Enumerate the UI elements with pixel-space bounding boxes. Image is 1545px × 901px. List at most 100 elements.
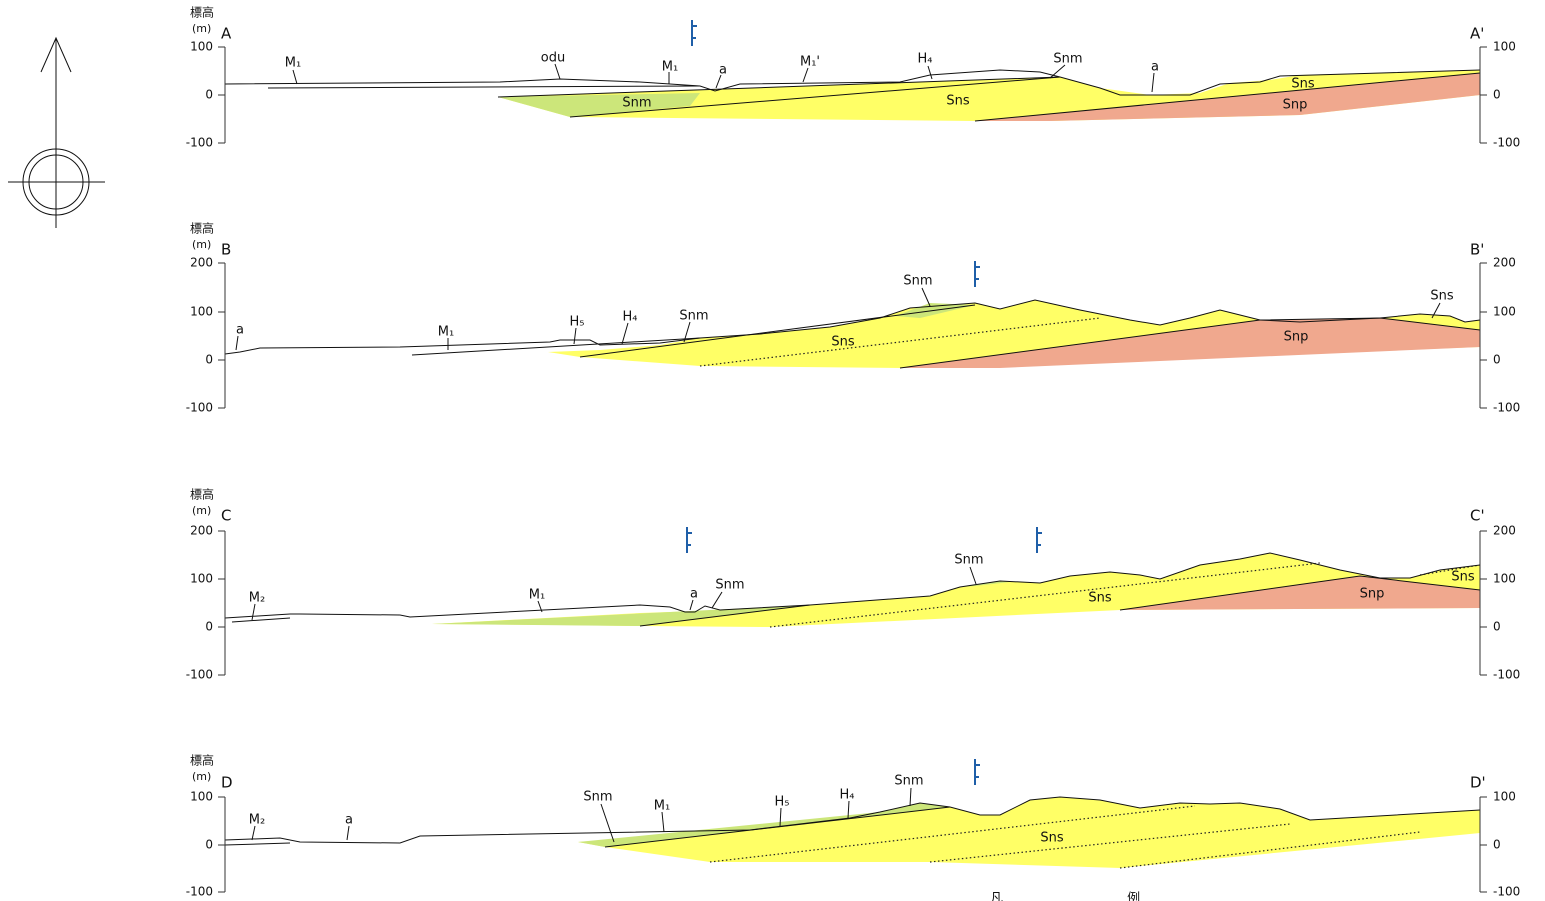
left-tick-label: 0 xyxy=(205,88,213,102)
right-tick-label: 0 xyxy=(1493,353,1501,367)
unit-name: M₁ xyxy=(438,325,454,340)
unit-name: Snm xyxy=(894,774,923,789)
leader-line xyxy=(601,804,614,842)
left-tick-label: -100 xyxy=(186,401,213,415)
leader-line xyxy=(910,788,911,806)
leader-line xyxy=(803,68,808,82)
unit-name: M₁' xyxy=(800,55,820,70)
legend-title: 凡 例 xyxy=(990,892,1200,901)
unit-label: (m) xyxy=(192,22,211,35)
unit-name: M₂ xyxy=(249,813,265,828)
survey-markers xyxy=(687,20,1042,785)
leader-line xyxy=(555,64,560,79)
leader-line xyxy=(293,70,297,84)
unit-label: (m) xyxy=(192,770,211,783)
unit-name: Snm xyxy=(903,274,932,289)
cross-sections: 凡 例 標高 (m) A A' 100 0 -100 100 0 -100 M₁ odu M₁ a M₁' H… xyxy=(0,0,1545,901)
unit-name: H₄ xyxy=(840,788,855,803)
unit-name: Sns xyxy=(831,335,854,350)
unit-name: H₄ xyxy=(918,52,933,67)
unit-name: Snp xyxy=(1283,98,1308,113)
right-tick-label: 100 xyxy=(1493,572,1516,586)
unit-name: Snm xyxy=(1053,52,1082,67)
unit-name: a xyxy=(719,63,727,78)
unit-name: Snm xyxy=(622,96,651,111)
leader-line xyxy=(922,288,930,306)
elevation-label: 標高 xyxy=(190,487,214,502)
leader-line xyxy=(347,826,349,840)
left-tick-label: 0 xyxy=(205,838,213,852)
unit-name: a xyxy=(690,587,698,602)
section-end: D' xyxy=(1470,774,1486,792)
leader-line xyxy=(236,336,238,350)
unit-name: odu xyxy=(541,51,565,66)
north-arrow xyxy=(8,38,105,228)
left-tick-label: 100 xyxy=(190,790,213,804)
section-start: B xyxy=(221,241,231,259)
left-tick-label: -100 xyxy=(186,136,213,150)
unit-name: H₄ xyxy=(623,310,638,325)
left-tick-label: -100 xyxy=(186,668,213,682)
unit-name: M₂ xyxy=(249,591,265,606)
geology xyxy=(225,70,1480,868)
unit-name: Sns xyxy=(1040,831,1063,846)
unit-name: M₁ xyxy=(654,799,670,814)
unit-name: M₁ xyxy=(285,56,301,71)
unit-name: a xyxy=(345,813,353,828)
elevation-label: 標高 xyxy=(190,753,214,768)
right-tick-label: -100 xyxy=(1493,136,1520,150)
left-tick-label: 0 xyxy=(205,620,213,634)
leader-line xyxy=(622,323,628,344)
leader-line xyxy=(690,600,693,610)
unit-name: Sns xyxy=(946,94,969,109)
right-tick-label: 0 xyxy=(1493,88,1501,102)
unit-name: Snp xyxy=(1360,587,1385,602)
unit-name: H₅ xyxy=(570,315,585,330)
right-tick-label: 200 xyxy=(1493,256,1516,270)
leader-line xyxy=(712,592,722,608)
elevation-label: 標高 xyxy=(190,221,214,236)
right-tick-label: 0 xyxy=(1493,838,1501,852)
leader-line xyxy=(970,567,976,584)
unit-label: (m) xyxy=(192,238,211,251)
unit-name: Snm xyxy=(715,578,744,593)
section-start: A xyxy=(221,25,232,43)
leader-line xyxy=(252,604,255,620)
unit-name: Sns xyxy=(1291,77,1314,92)
leader-line xyxy=(1152,73,1154,92)
unit-name: M₁ xyxy=(529,588,545,603)
leader-line xyxy=(252,826,255,840)
left-tick-label: 200 xyxy=(190,524,213,538)
right-tick-label: 100 xyxy=(1493,790,1516,804)
left-tick-label: 100 xyxy=(190,305,213,319)
unit-name: a xyxy=(236,323,244,338)
left-tick-label: 200 xyxy=(190,256,213,270)
left-tick-label: 100 xyxy=(190,572,213,586)
right-tick-label: 100 xyxy=(1493,305,1516,319)
leader-line xyxy=(574,328,576,344)
unit-name: Sns xyxy=(1451,570,1474,585)
unit-name: M₁ xyxy=(662,60,678,75)
section-end: A' xyxy=(1470,25,1484,43)
leader-line xyxy=(928,66,932,79)
unit-name: Snp xyxy=(1284,330,1309,345)
unit-label: (m) xyxy=(192,504,211,517)
section-end: C' xyxy=(1470,507,1485,525)
right-tick-label: -100 xyxy=(1493,885,1520,899)
left-tick-label: -100 xyxy=(186,885,213,899)
left-tick-label: 100 xyxy=(190,40,213,54)
unit-name: H₅ xyxy=(775,795,790,810)
right-tick-label: 200 xyxy=(1493,524,1516,538)
right-tick-label: 0 xyxy=(1493,620,1501,634)
left-tick-label: 0 xyxy=(205,353,213,367)
unit-name: Snm xyxy=(954,553,983,568)
section-start: D xyxy=(221,774,233,792)
right-tick-label: -100 xyxy=(1493,668,1520,682)
unit-name: a xyxy=(1151,60,1159,75)
section-start: C xyxy=(221,507,231,525)
right-tick-label: 100 xyxy=(1493,40,1516,54)
unit-name: Sns xyxy=(1430,289,1453,304)
leader-line xyxy=(662,812,664,832)
right-tick-label: -100 xyxy=(1493,401,1520,415)
unit-name: Snm xyxy=(583,790,612,805)
